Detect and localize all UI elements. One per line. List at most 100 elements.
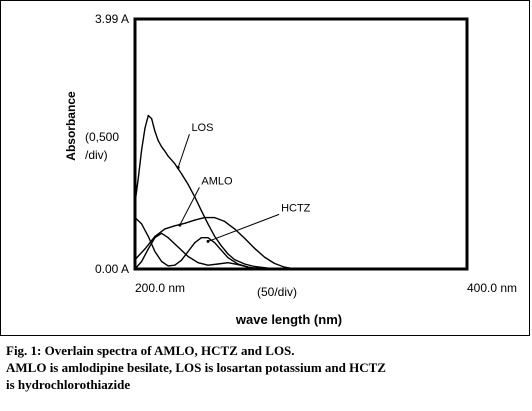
y-scale-label-line1: (0,500 [85, 130, 119, 144]
data-point-hctz [214, 242, 216, 244]
data-point-unlabeled [237, 264, 239, 266]
data-point-los [214, 235, 216, 237]
data-point-hctz [174, 264, 176, 266]
spectra-chart: 0.00 A 3.99 A 200.0 nm 400.0 nm LOS AMLO HCT… [64, 12, 517, 327]
data-point-amlo [194, 219, 196, 221]
data-point-hctz [154, 250, 156, 253]
data-point-los [167, 155, 169, 157]
data-point-amlo [144, 248, 146, 250]
data-point-los [134, 202, 136, 204]
x-tick-labels: 200.0 nm 400.0 nm [135, 281, 517, 295]
data-point-hctz [180, 259, 183, 261]
data-point-los [147, 114, 149, 117]
x-axis-label: wave length (nm) [235, 312, 342, 327]
data-point-amlo [244, 237, 246, 239]
data-point-hctz [200, 237, 202, 239]
data-point-los [174, 163, 176, 165]
data-point-hctz [141, 223, 143, 225]
x-tick-label: 200.0 nm [135, 281, 185, 295]
data-point-amlo [273, 262, 275, 264]
data-point-amlo [263, 256, 266, 258]
data-point-unlabeled [197, 262, 199, 264]
series-line-hctz [134, 217, 288, 270]
caption-note-line2: is hydrochlorothiazide [6, 377, 131, 392]
data-point-unlabeled [177, 246, 179, 248]
data-point-amlo [293, 268, 295, 270]
data-point-los [161, 146, 163, 148]
data-point-los [244, 263, 246, 265]
data-point-hctz [167, 265, 169, 267]
data-point-hctz [194, 242, 196, 244]
data-point-hctz [161, 260, 163, 263]
data-point-los [200, 210, 202, 212]
data-point-amlo [174, 225, 176, 227]
data-point-amlo [224, 220, 226, 222]
y-tick-label: 3.99 A [95, 12, 129, 26]
data-point-amlo [134, 259, 136, 261]
data-point-unlabeled [134, 268, 136, 270]
y-axis-label: Absorbance [64, 91, 78, 161]
data-point-los [187, 183, 189, 185]
data-point-unlabeled [154, 237, 156, 239]
data-point-los [151, 118, 153, 120]
annotation-label-amlo: AMLO [201, 175, 233, 187]
data-point-amlo [234, 228, 236, 230]
data-point-amlo [214, 217, 216, 219]
data-point-los [227, 253, 229, 255]
data-point-amlo [283, 266, 285, 268]
data-point-los [154, 130, 156, 132]
x-scale-label: (50/div) [257, 285, 297, 299]
series-line-los [134, 114, 275, 270]
annotation-marker-amlo [178, 223, 182, 227]
data-point-hctz [207, 237, 209, 239]
data-point-unlabeled [207, 264, 209, 266]
data-point-unlabeled [141, 260, 143, 263]
annotation-leader-hctz [207, 213, 280, 242]
annotation-leader-los [177, 133, 190, 168]
data-point-los [253, 265, 256, 268]
data-point-unlabeled [227, 262, 229, 264]
data-point-los [144, 127, 146, 129]
data-point-los [263, 267, 266, 269]
annotation-leader-amlo [179, 187, 200, 226]
data-point-unlabeled [161, 232, 163, 234]
annotation-marker-los [176, 165, 180, 169]
data-point-los [164, 150, 166, 152]
data-point-hctz [147, 235, 149, 237]
figure-frame: 0.00 A 3.99 A 200.0 nm 400.0 nm LOS AMLO HCT… [0, 0, 530, 336]
data-point-hctz [277, 268, 279, 270]
y-tick-label: 0.00 A [95, 262, 129, 276]
data-point-unlabeled [167, 237, 169, 239]
data-point-amlo [184, 222, 186, 224]
data-point-los [157, 140, 159, 142]
data-point-los [137, 177, 139, 179]
data-point-los [141, 149, 143, 151]
y-tick-labels: 0.00 A 3.99 A [95, 12, 129, 276]
data-point-hctz [267, 268, 269, 270]
data-point-amlo [204, 217, 206, 219]
data-point-unlabeled [257, 268, 259, 270]
data-point-unlabeled [217, 263, 219, 265]
data-point-hctz [187, 250, 189, 253]
data-point-unlabeled [187, 255, 189, 258]
plot-area-border [133, 17, 469, 271]
x-tick-label: 400.0 nm [467, 281, 517, 295]
caption-title: Fig. 1: Overlain spectra of AMLO, HCTZ a… [6, 343, 295, 358]
data-point-los [180, 173, 183, 175]
data-point-los [220, 245, 222, 247]
data-point-unlabeled [247, 266, 249, 268]
annotation-layer: LOS AMLO HCTZ [176, 122, 311, 243]
annotation-label-hctz: HCTZ [281, 202, 311, 214]
series-layer [134, 114, 295, 270]
data-point-amlo [253, 247, 256, 249]
data-point-hctz [227, 257, 229, 259]
data-point-hctz [134, 217, 136, 219]
data-point-amlo [164, 228, 166, 230]
figure-caption: Fig. 1: Overlain spectra of AMLO, HCTZ a… [6, 342, 530, 393]
y-scale-label-line2: /div) [85, 148, 108, 162]
data-point-los [207, 223, 209, 225]
annotation-marker-hctz [206, 239, 210, 243]
data-point-unlabeled [147, 248, 149, 250]
data-point-los [234, 259, 236, 261]
caption-note-line1: AMLO is amlodipine besilate, LOS is losa… [6, 360, 386, 375]
